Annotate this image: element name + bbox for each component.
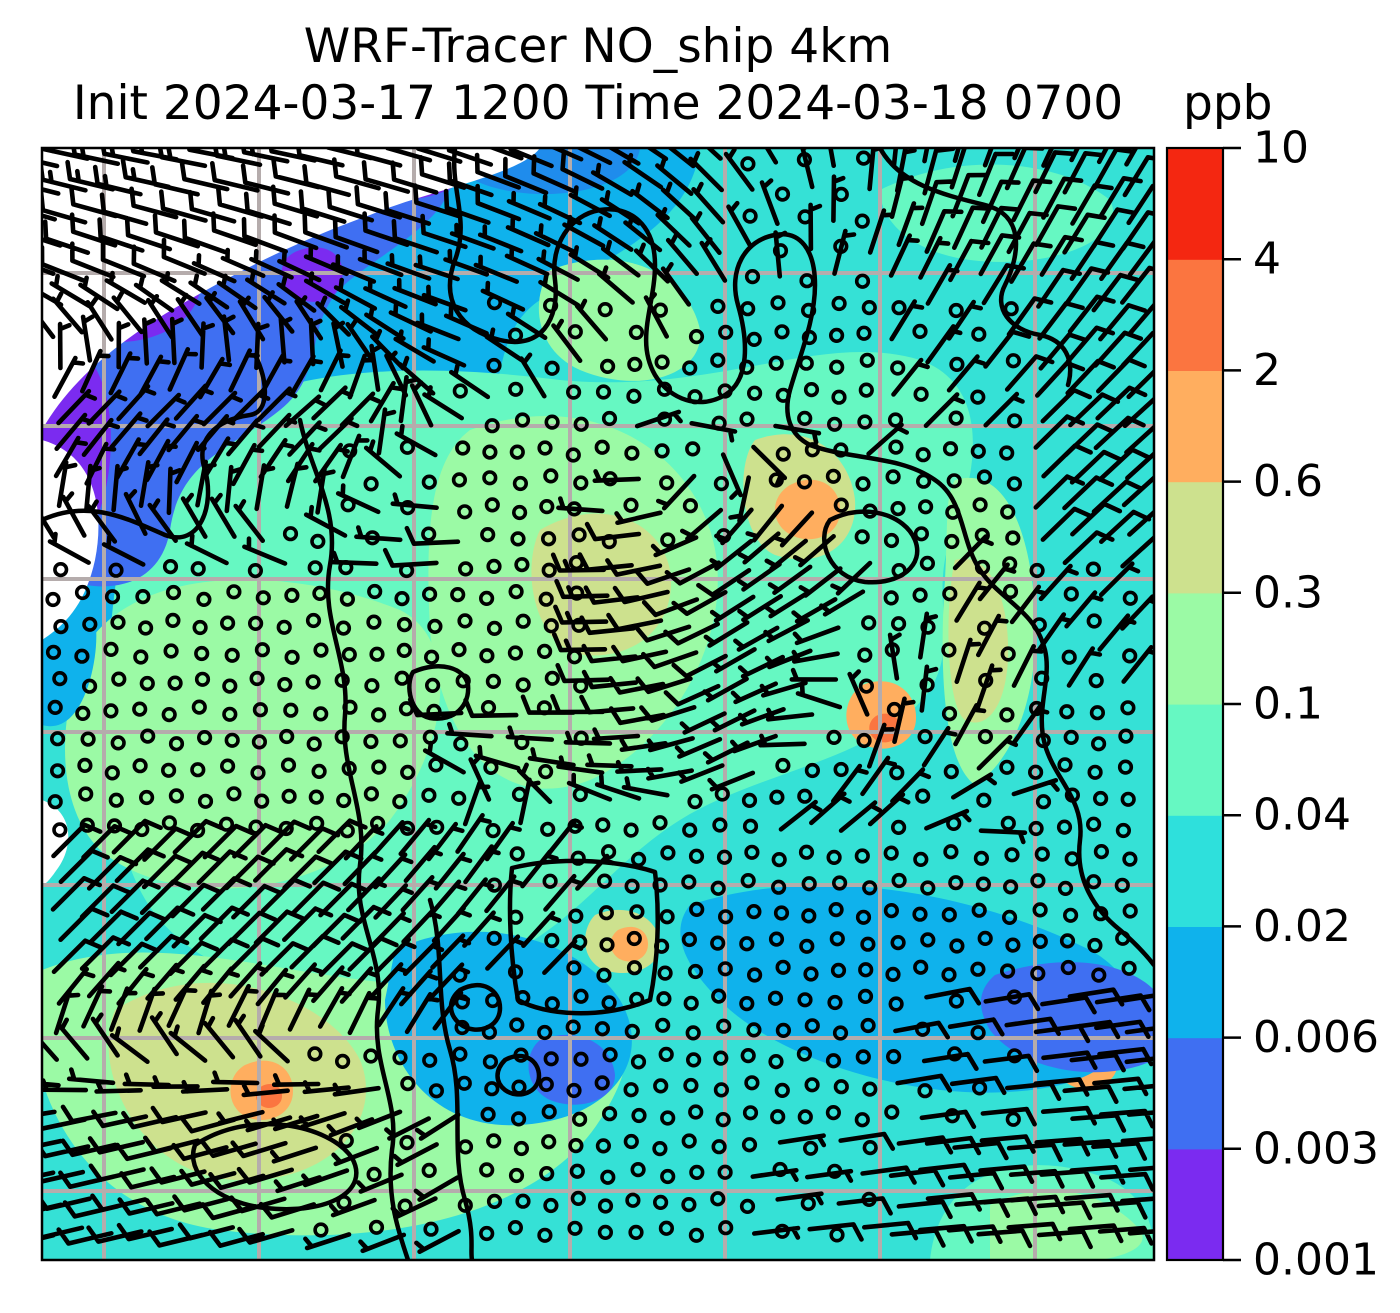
colorbar-segment: [1167, 815, 1223, 927]
fill-region-white-wedge: [42, 148, 540, 430]
colorbar-tick-label: 2: [1253, 345, 1281, 396]
colorbar-tick-label: 4: [1253, 234, 1281, 285]
colorbar: 0.001 0.003 0.006 0.02 0.04 0.1 0.3 0.6 2 4 10: [1165, 123, 1379, 1286]
colorbar-tick-label: 10: [1253, 123, 1309, 174]
colorbar-units-label: ppb: [1183, 76, 1273, 131]
colorbar-segment: [1167, 481, 1223, 594]
chart-title: WRF-Tracer NO_ship 4km: [303, 19, 893, 74]
colorbar-segment: [1167, 1037, 1223, 1150]
colorbar-segment: [1167, 926, 1223, 1039]
fill-region-khaki-center: [531, 513, 672, 656]
fill-region-green-topc: [538, 259, 701, 381]
colorbar-segment: [1167, 259, 1223, 371]
calm-wind-circles: [45, 150, 1138, 1243]
colorbar-tick-label: 0.006: [1253, 1012, 1379, 1063]
colorbar-tick-label: 0.6: [1253, 456, 1323, 507]
colorbar-tick-label: 0.001: [1253, 1235, 1379, 1286]
map-fill-regions: [42, 148, 1154, 1260]
fill-region-white-small: [42, 800, 69, 885]
colorbar-segment: [1167, 704, 1223, 816]
colorbar-tick-label: 0.3: [1253, 567, 1323, 618]
colorbar-segment: [1167, 370, 1223, 483]
colorbar-segment: [1167, 592, 1223, 705]
fill-region-orange-1: [774, 479, 841, 540]
wind-field: [42, 148, 1154, 1254]
map-border: [40, 146, 1156, 1262]
fill-region-green-left: [65, 579, 441, 889]
colorbar-segment: [1167, 148, 1223, 260]
fill-region-white-left: [42, 440, 99, 640]
colorbar-tick-label: 0.02: [1253, 901, 1351, 952]
colorbar-tick-label: 0.1: [1253, 679, 1323, 730]
colorbar-tick-label: 0.003: [1253, 1123, 1379, 1174]
fill-region-khaki-coast: [948, 558, 1009, 723]
colorbar-tick-label: 0.04: [1253, 790, 1351, 841]
chart-subtitle: Init 2024-03-17 1200 Time 2024-03-18 070…: [72, 76, 1124, 131]
colorbar-segment: [1167, 1148, 1223, 1261]
